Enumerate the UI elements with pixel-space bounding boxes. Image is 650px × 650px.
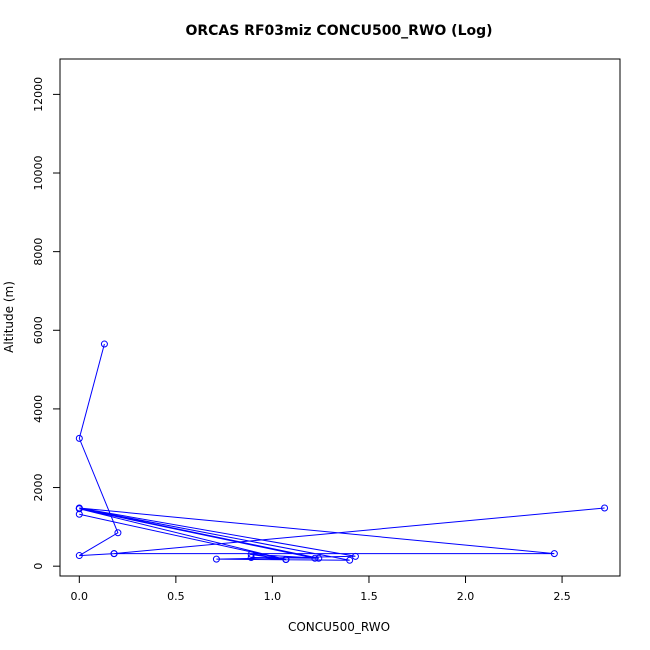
data-point [75,434,83,442]
x-tick-label: 2.5 [553,590,571,603]
x-tick-label: 1.0 [264,590,282,603]
y-tick-label: 12000 [32,77,45,112]
y-axis-label: Altitude (m) [2,281,16,353]
data-point [315,554,323,562]
x-axis-label: CONCU500_RWO [288,620,390,634]
y-tick-label: 4000 [32,395,45,423]
y-tick-label: 8000 [32,238,45,266]
data-point [282,555,290,563]
data-point [346,556,354,564]
data-point [601,504,609,512]
chart-title: ORCAS RF03miz CONCU500_RWO (Log) [185,23,492,39]
x-tick-label: 0.0 [71,590,89,603]
data-point [311,554,319,562]
data-point [247,550,255,558]
y-tick-label: 6000 [32,316,45,344]
x-tick-label: 2.0 [457,590,475,603]
data-point [75,552,83,560]
y-tick-label: 0 [32,563,45,570]
data-point [550,550,558,558]
plot-frame [59,58,621,577]
data-point [114,529,122,537]
x-tick-label: 1.5 [360,590,378,603]
data-point [212,555,220,563]
data-point [75,510,83,518]
data-point [100,340,108,348]
y-axis: 0 2000 4000 6000 8000 10000 12000 [32,77,60,570]
data-point [247,554,255,562]
data-point [110,550,118,558]
series-layer [75,340,609,564]
x-axis: 0.0 0.5 1.0 1.5 2.0 2.5 [71,576,571,603]
y-tick-label: 2000 [32,474,45,502]
data-point [351,552,359,560]
series-line [78,343,605,561]
x-tick-label: 0.5 [167,590,185,603]
y-tick-label: 10000 [32,156,45,191]
